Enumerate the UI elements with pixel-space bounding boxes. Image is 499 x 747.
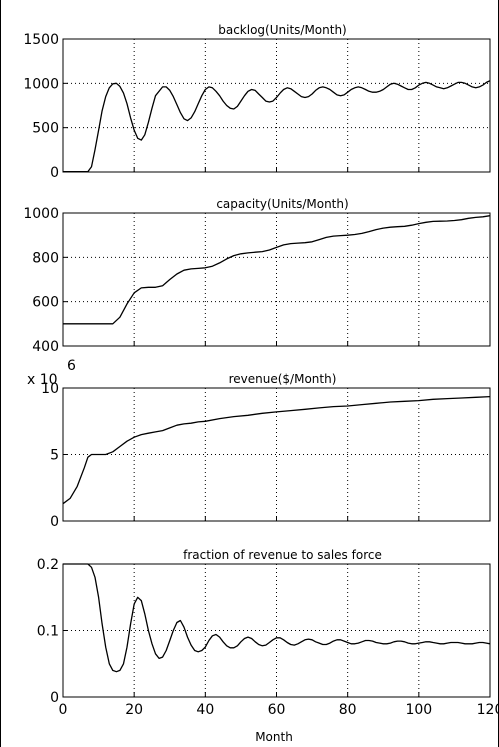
panel-title: revenue($/Month) <box>229 372 337 386</box>
panel-title: backlog(Units/Month) <box>218 23 347 37</box>
panel-3: 0 5 10 revenue($/Month) x 10 6 <box>27 358 491 530</box>
y-tick-label: 0 <box>50 514 59 530</box>
x-tick-label: 120 <box>477 702 499 718</box>
y-tick-label: 1000 <box>23 206 59 222</box>
x-tick-label: 100 <box>405 702 432 718</box>
plot-area <box>62 387 491 522</box>
y-tick-label: 1500 <box>23 32 59 48</box>
y-tick-label: 0.2 <box>37 557 59 573</box>
y-tick-label: 5 <box>50 448 59 464</box>
panel-title: capacity(Units/Month) <box>216 197 348 211</box>
y-multiplier: x 10 <box>27 372 58 388</box>
y-tick-label: 800 <box>32 250 59 266</box>
y-tick-label: 600 <box>32 295 59 311</box>
y-tick-label: 0 <box>50 165 59 181</box>
panel-title: fraction of revenue to sales force <box>183 548 382 562</box>
x-tick-label: 0 <box>59 702 68 718</box>
plot-area <box>62 563 491 698</box>
y-tick-label: 500 <box>32 121 59 137</box>
panel-4: 0 0.1 0.2 0 20 40 60 80 100 120 fraction of revenu… <box>37 548 499 718</box>
y-multiplier-exponent: 6 <box>67 358 76 374</box>
x-tick-label: 40 <box>196 702 214 718</box>
panel-2: 400 600 800 1000 capacity(Units/Month) <box>23 197 491 355</box>
plot-area <box>62 212 491 347</box>
y-tick-label: 0 <box>50 690 59 706</box>
series-line <box>63 80 491 173</box>
y-tick-label: 10 <box>41 381 59 397</box>
series-line <box>63 563 491 673</box>
plot-area <box>62 38 491 173</box>
x-tick-label: 80 <box>339 702 357 718</box>
x-tick-label: 20 <box>125 702 143 718</box>
series-line <box>62 395 491 505</box>
y-tick-label: 0.1 <box>37 624 59 640</box>
y-tick-label: 1000 <box>23 76 59 92</box>
y-tick-label: 400 <box>32 339 59 355</box>
series-line <box>63 215 491 325</box>
x-axis-label: Month <box>255 730 293 744</box>
panel-1: 0 500 1000 1500 backlog(Units/Month) <box>23 23 491 181</box>
x-tick-label: 60 <box>268 702 286 718</box>
